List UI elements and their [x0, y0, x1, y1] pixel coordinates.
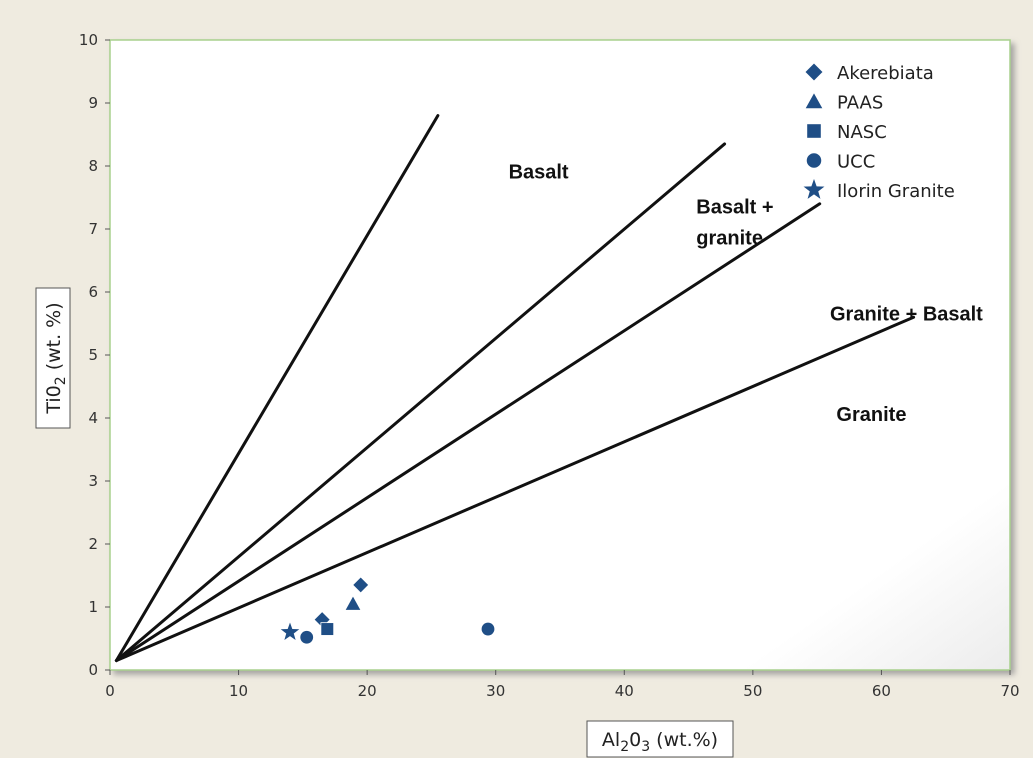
x-tick-label: 30 — [486, 682, 505, 700]
data-point-ilorin-granite — [278, 620, 302, 642]
region-label: Granite — [836, 404, 906, 426]
region-label: Granite + Basalt — [830, 303, 983, 325]
y-tick-label: 2 — [88, 535, 98, 553]
y-tick-label: 9 — [88, 94, 98, 112]
legend-marker-nasc — [806, 123, 822, 139]
boundary-line-2 — [114, 142, 727, 663]
legend-marker-ucc — [805, 152, 823, 169]
legend-label: NASC — [837, 122, 887, 143]
y-tick-label: 10 — [79, 31, 98, 49]
legend-marker-ilorin-granite — [801, 176, 827, 201]
data-point-ucc — [480, 621, 496, 637]
boundary-line-1 — [114, 114, 440, 663]
x-tick-label: 20 — [358, 682, 377, 700]
legend-marker-paas — [804, 91, 824, 110]
y-tick-label: 8 — [88, 157, 98, 175]
x-axis-title-box — [586, 720, 734, 758]
x-axis-title: Al203 (wt.%) — [602, 729, 718, 755]
data-point-nasc — [320, 622, 335, 636]
legend-label: Akerebiata — [837, 63, 934, 84]
boundary-line-3 — [114, 202, 822, 663]
y-tick-label: 3 — [88, 472, 98, 490]
region-label: Basalt + granite — [696, 196, 773, 249]
x-tick-label: 10 — [229, 682, 248, 700]
legend-marker-akerebiata — [804, 62, 824, 82]
y-axis-title-box — [35, 287, 71, 429]
y-tick-label: 6 — [88, 283, 98, 301]
x-tick-label: 0 — [105, 682, 115, 700]
plot-area — [109, 39, 1011, 671]
data-point-akerebiata — [352, 576, 370, 594]
legend-label: UCC — [837, 152, 875, 173]
boundary-line-4 — [114, 315, 916, 663]
x-tick-label: 40 — [615, 682, 634, 700]
y-axis-title: Ti02 (wt. %) — [43, 302, 69, 414]
x-tick-label: 70 — [1000, 682, 1019, 700]
data-point-ucc — [299, 630, 314, 645]
x-tick-label: 60 — [872, 682, 891, 700]
x-tick-label: 50 — [743, 682, 762, 700]
y-tick-label: 5 — [88, 346, 98, 364]
y-tick-label: 1 — [88, 598, 98, 616]
data-point-paas — [344, 595, 362, 611]
legend-label: PAAS — [837, 93, 883, 114]
legend-label: Ilorin Granite — [837, 181, 955, 202]
y-tick-label: 7 — [88, 220, 98, 238]
y-tick-label: 4 — [88, 409, 98, 427]
region-label: Basalt — [509, 162, 569, 184]
y-tick-label: 0 — [88, 661, 98, 679]
